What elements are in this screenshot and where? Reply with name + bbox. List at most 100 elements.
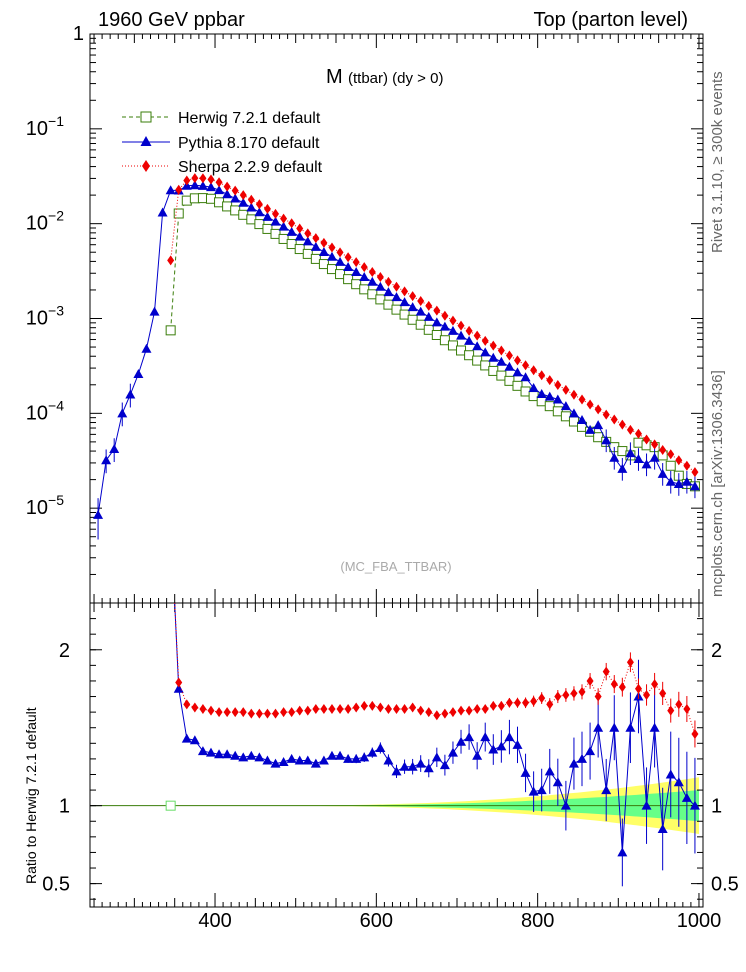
ratio-data-point bbox=[320, 704, 328, 715]
data-point bbox=[125, 389, 136, 399]
main-y-tick-exp: −1 bbox=[48, 113, 64, 129]
ratio-data-point bbox=[239, 707, 247, 718]
ratio-data-point bbox=[263, 708, 271, 719]
data-point bbox=[633, 453, 644, 463]
data-point bbox=[304, 228, 312, 239]
legend-marker-pythia bbox=[140, 136, 152, 146]
ratio-data-point bbox=[318, 755, 329, 765]
data-point bbox=[594, 404, 602, 415]
data-point bbox=[326, 251, 337, 261]
ratio-data-point bbox=[691, 728, 699, 739]
data-point bbox=[384, 276, 392, 287]
data-point bbox=[272, 208, 280, 219]
plot-title-main: M bbox=[326, 66, 343, 88]
ratio-data-point bbox=[538, 693, 546, 704]
main-y-tick-exp: −3 bbox=[48, 303, 64, 319]
data-point bbox=[270, 216, 281, 226]
ratio-data-point bbox=[585, 746, 596, 756]
header-level-label: Top (parton level) bbox=[533, 9, 688, 31]
data-point bbox=[649, 452, 660, 462]
data-point bbox=[560, 401, 571, 411]
ratio-data-point bbox=[368, 700, 376, 711]
data-point bbox=[431, 329, 442, 340]
ratio-data-point bbox=[205, 747, 216, 757]
data-point bbox=[425, 300, 433, 311]
data-point bbox=[215, 177, 223, 188]
data-point bbox=[383, 287, 394, 297]
ratio-y-tick-label: 2 bbox=[59, 640, 70, 662]
data-point bbox=[473, 330, 481, 341]
data-point bbox=[530, 365, 538, 376]
ratio-data-point bbox=[457, 705, 465, 716]
ratio-data-point bbox=[230, 750, 241, 760]
data-point bbox=[449, 315, 457, 326]
data-point bbox=[173, 208, 184, 219]
plot-title-sub: (ttbar) (dy > 0) bbox=[348, 70, 443, 87]
data-point bbox=[520, 372, 531, 382]
data-point bbox=[336, 247, 344, 258]
ratio-ylabel: Ratio to Herwig 7.2.1 default bbox=[23, 707, 39, 884]
data-point bbox=[417, 295, 425, 306]
data-point bbox=[472, 341, 483, 351]
data-point bbox=[423, 324, 434, 335]
data-point bbox=[447, 325, 458, 335]
data-point bbox=[191, 173, 199, 184]
data-point bbox=[344, 252, 352, 263]
main-y-tick-label: 1 bbox=[73, 23, 84, 45]
ratio-data-point bbox=[625, 722, 636, 732]
ratio-uncertainty-bands bbox=[90, 777, 703, 834]
ratio-data-point bbox=[496, 741, 507, 751]
data-point bbox=[625, 448, 636, 458]
ratio-axis-ticks: 400 600 800 1000 0.5 0.5 1 1 2 2 bbox=[42, 603, 739, 932]
ratio-data-point bbox=[183, 699, 191, 710]
ratio-data-point bbox=[675, 699, 683, 710]
ratio-data-point bbox=[641, 800, 652, 810]
data-point bbox=[141, 343, 152, 353]
main-series-layer bbox=[93, 173, 700, 540]
ratio-data-point bbox=[431, 752, 442, 762]
ratio-data-point bbox=[489, 700, 497, 711]
ratio-data-point bbox=[352, 702, 360, 713]
ratio-data-point bbox=[504, 732, 515, 742]
data-point bbox=[578, 394, 586, 405]
data-point bbox=[165, 185, 176, 195]
ratio-data-point bbox=[673, 777, 684, 787]
data-point bbox=[415, 306, 426, 316]
ratio-data-point bbox=[231, 707, 239, 718]
data-point bbox=[456, 330, 467, 340]
ratio-data-point bbox=[665, 769, 676, 779]
data-point bbox=[667, 449, 675, 460]
ratio-data-point bbox=[343, 753, 354, 763]
ratio-panel: 400 600 800 1000 0.5 0.5 1 1 2 2 Ratio to Herwig … bbox=[23, 602, 739, 932]
data-point bbox=[230, 193, 241, 203]
ratio-data-point bbox=[294, 755, 305, 765]
main-y-tick-base: 1 bbox=[73, 23, 84, 45]
data-point bbox=[278, 221, 289, 231]
data-point bbox=[205, 182, 216, 192]
data-point bbox=[238, 197, 249, 207]
data-point bbox=[522, 360, 530, 371]
data-point bbox=[335, 269, 346, 280]
ratio-data-point bbox=[391, 766, 402, 776]
series-herwig bbox=[165, 193, 700, 492]
ratio-data-point bbox=[497, 700, 505, 711]
data-point bbox=[681, 476, 692, 486]
data-point bbox=[351, 267, 362, 277]
data-point bbox=[415, 319, 426, 330]
main-y-tick-label: 10−2 bbox=[26, 208, 64, 235]
ratio-data-point bbox=[649, 722, 660, 732]
ratio-data-point bbox=[480, 732, 491, 742]
data-point bbox=[641, 459, 652, 469]
data-point bbox=[335, 256, 346, 266]
ratio-y-tick-label: 0.5 bbox=[42, 874, 70, 896]
data-point bbox=[683, 460, 691, 471]
data-point bbox=[247, 194, 255, 205]
ratio-data-point bbox=[247, 708, 255, 719]
ratio-data-point bbox=[528, 786, 539, 796]
ratio-data-point bbox=[407, 761, 418, 771]
ratio-panel-frame bbox=[89, 602, 704, 908]
main-y-tick-base: 10 bbox=[26, 308, 48, 330]
data-point bbox=[286, 239, 297, 250]
ratio-data-point bbox=[393, 704, 400, 715]
data-point bbox=[352, 257, 360, 268]
